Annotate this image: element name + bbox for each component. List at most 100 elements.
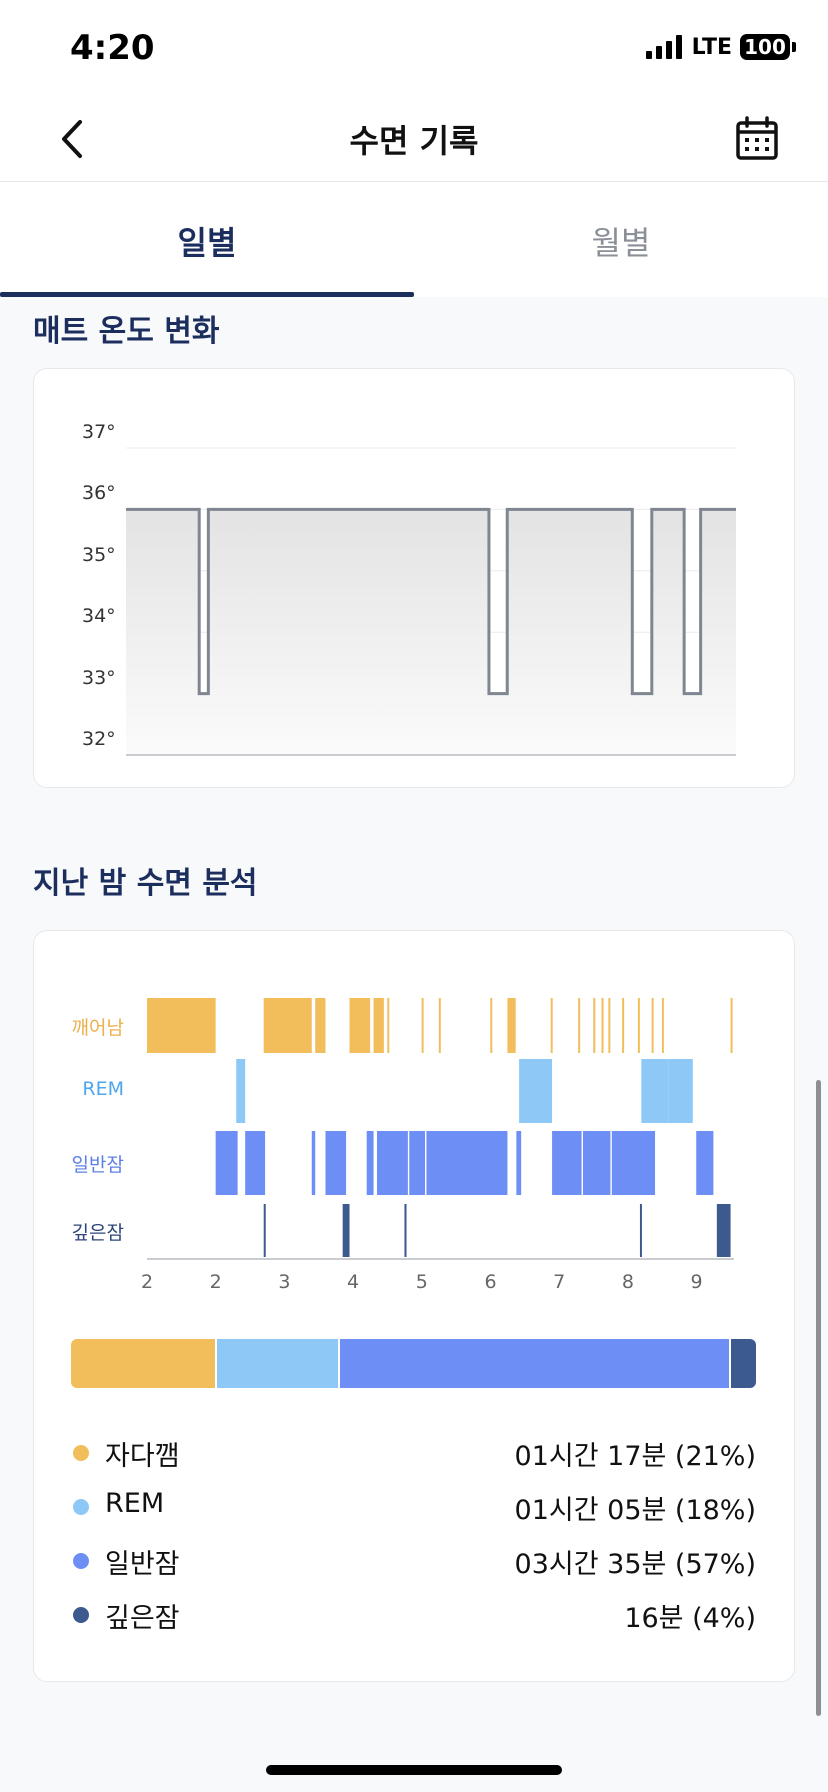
legend-dot [73,1499,89,1515]
y-tick-label: 36° [82,482,116,505]
calendar-icon [736,116,778,160]
stage-segment-awake [315,998,326,1053]
stage-segment-light [245,1131,266,1195]
x-tick-label: 2 [140,1271,154,1293]
stage-segment-awake [608,998,611,1053]
status-time: 4:20 [70,28,155,68]
legend-name: 깊은잠 [105,1603,180,1634]
page-title: 수면 기록 [349,122,479,160]
stage-segment-awake [387,998,390,1053]
y-tick-label: 33° [82,666,116,689]
stage-segment-light [311,1131,316,1195]
calendar-button[interactable] [732,114,782,164]
x-tick-label: 2 [209,1271,222,1293]
x-tick-label: 8 [621,1271,634,1293]
stage-segment-rem [236,1059,246,1123]
stage-segment-awake [593,998,596,1053]
stage-segment-awake [349,998,371,1053]
x-tick-label: 7 [553,1271,566,1293]
composition-segment [338,1339,729,1388]
legend-name: REM [105,1488,165,1519]
sleep-stage-chart [147,998,734,1260]
legend-name: 자다깸 [105,1441,180,1472]
legend-value: 03시간 35분 (57%) [514,1549,756,1580]
legend-value: 16분 (4%) [624,1603,756,1634]
stage-segment-awake [550,998,553,1053]
temperature-section-title: 매트 온도 변화 [33,314,220,349]
stage-segment-awake [263,998,312,1053]
legend-dot [73,1553,89,1569]
stage-segment-light [366,1131,374,1195]
composition-segment [71,1339,215,1388]
x-tick-label: 4 [347,1271,360,1293]
stage-segment-awake [661,998,664,1053]
legend-value: 01시간 17분 (21%) [514,1441,756,1472]
stage-segment-awake [651,998,654,1053]
network-label: LTE [691,34,732,60]
legend-item: 자다깸 01시간 17분 (21%) [73,1432,756,1472]
stage-segment-deep [716,1204,731,1257]
tab-daily[interactable]: 일별 [177,224,237,262]
y-tick-label: 37° [82,421,116,443]
stage-segment-awake [622,998,625,1053]
y-tick-label: 32° [82,728,116,750]
stage-segment-awake [147,998,216,1053]
temperature-card: 37° 36° 35° 34° 33° 32° [33,368,795,788]
composition-segment [728,1339,756,1388]
stage-segment-awake [490,998,493,1053]
stage-label-rem: REM [82,1078,124,1100]
stage-segment-awake [601,998,604,1053]
stage-label-light: 일반잠 [71,1154,124,1176]
stage-label-awake: 깨어남 [71,1016,124,1039]
stage-segment-light [215,1131,238,1195]
stage-segment-rem [668,1059,693,1123]
stage-segment-deep [263,1204,266,1257]
tab-indicator [0,292,414,297]
legend-item: 깊은잠 16분 (4%) [73,1594,756,1634]
status-bar: 4:20 LTE 100 [0,0,828,96]
stage-segment-rem [641,1059,669,1123]
stage-segment-awake [373,998,384,1053]
y-tick-label: 34° [82,605,116,628]
x-tick-label: 3 [278,1271,291,1293]
legend-dot [73,1607,89,1623]
stage-segment-awake [421,998,424,1053]
stage-segment-light [516,1131,522,1195]
temperature-area [126,509,736,755]
signal-icon [645,35,682,59]
legend-name: 일반잠 [105,1549,180,1580]
stage-segment-light [325,1131,347,1195]
stage-segment-light [409,1131,426,1195]
stage-segment-deep [342,1204,350,1257]
stage-segment-light [426,1131,508,1195]
x-tick-label: 5 [415,1271,428,1293]
tab-bar: 일별 월별 [0,182,828,297]
legend-dot [73,1445,89,1461]
stage-segment-awake [578,998,581,1053]
chevron-left-icon [62,120,82,158]
stage-segment-light [582,1131,611,1195]
battery-icon: 100 [740,34,796,60]
stage-segment-deep [639,1204,642,1257]
nav-bar: 수면 기록 [0,96,828,182]
stage-segment-light [611,1131,656,1195]
legend-value: 01시간 05분 (18%) [514,1495,756,1526]
temperature-line [126,507,736,696]
back-button[interactable] [50,114,100,164]
stage-label-deep: 깊은잠 [71,1221,124,1244]
stage-segment-awake [730,998,733,1053]
tab-monthly[interactable]: 월별 [591,224,651,262]
stage-segment-awake [507,998,516,1053]
x-tick-label: 6 [484,1271,497,1293]
stage-segment-awake [438,998,441,1053]
stage-segment-light [552,1131,582,1195]
stage-segment-light [696,1131,714,1195]
home-indicator[interactable] [266,1765,562,1775]
sleep-composition-bar [71,1339,756,1388]
scroll-indicator [816,1080,821,1716]
legend-item: REM 01시간 05분 (18%) [73,1486,756,1526]
temperature-chart [126,447,736,756]
status-indicators: LTE 100 [645,34,796,60]
stage-segment-rem [519,1059,553,1123]
